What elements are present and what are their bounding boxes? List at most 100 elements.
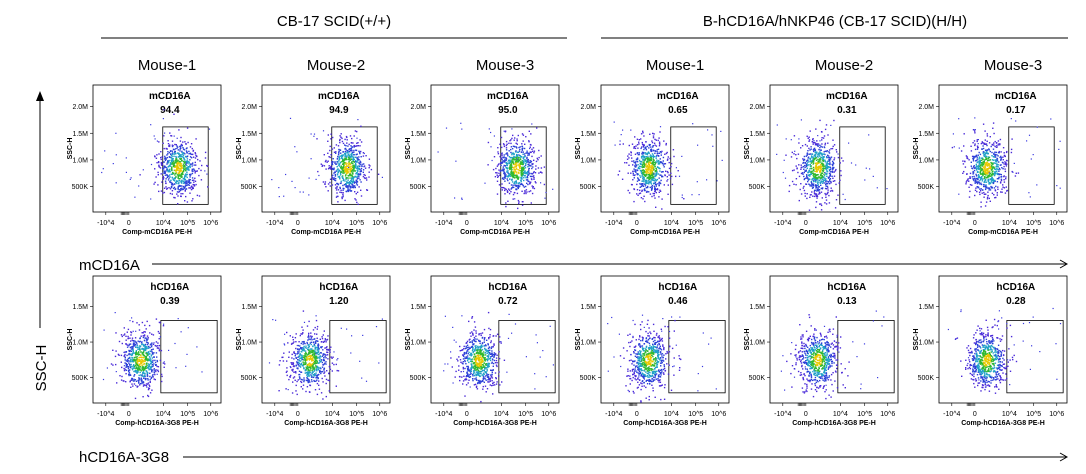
event-dot bbox=[500, 162, 503, 164]
event-dot bbox=[634, 166, 636, 168]
event-dot bbox=[980, 188, 982, 190]
event-dot bbox=[648, 165, 651, 167]
event-dot bbox=[332, 177, 334, 179]
event-dot bbox=[183, 182, 185, 184]
event-dot bbox=[824, 192, 826, 195]
event-dot bbox=[278, 187, 280, 189]
event-dot bbox=[785, 138, 787, 140]
event-dot bbox=[811, 178, 813, 180]
event-dot bbox=[523, 179, 525, 182]
event-dot bbox=[981, 157, 984, 159]
event-dot bbox=[803, 158, 806, 161]
event-dot bbox=[639, 161, 641, 163]
event-dot bbox=[640, 147, 642, 150]
event-dot bbox=[515, 158, 518, 160]
event-dot bbox=[188, 187, 190, 189]
event-dot bbox=[180, 165, 182, 167]
event-dot bbox=[327, 183, 330, 185]
event-dot bbox=[185, 175, 187, 177]
event-dot bbox=[826, 165, 829, 167]
event-dot bbox=[813, 173, 816, 176]
event-dot bbox=[342, 172, 344, 175]
event-dot bbox=[832, 161, 834, 164]
event-dot bbox=[175, 181, 178, 183]
event-dot bbox=[513, 153, 515, 155]
event-dot bbox=[150, 363, 152, 365]
event-dot bbox=[512, 162, 515, 165]
event-dot bbox=[980, 162, 982, 164]
event-dot bbox=[338, 175, 341, 178]
y-tick-label: 2.0M bbox=[241, 104, 257, 111]
event-dot bbox=[514, 170, 516, 172]
event-dot bbox=[642, 185, 645, 187]
event-dot bbox=[360, 141, 363, 143]
event-dot bbox=[515, 174, 518, 177]
event-dot bbox=[163, 361, 165, 363]
y-tick-label: 1.5M bbox=[749, 131, 765, 138]
event-dot bbox=[131, 349, 134, 351]
event-dot bbox=[523, 147, 526, 150]
event-dot bbox=[123, 334, 125, 336]
event-dot bbox=[659, 170, 661, 172]
event-dot bbox=[358, 167, 360, 170]
event-dot bbox=[958, 118, 960, 120]
event-dot bbox=[496, 172, 498, 174]
event-dot bbox=[958, 193, 960, 195]
event-dot bbox=[501, 161, 503, 163]
event-dot bbox=[162, 192, 164, 194]
event-dot bbox=[341, 167, 344, 170]
event-dot bbox=[175, 158, 178, 160]
event-dot bbox=[350, 142, 353, 144]
event-dot bbox=[706, 179, 708, 181]
event-dot bbox=[145, 348, 148, 350]
event-dot bbox=[505, 202, 507, 204]
event-dot bbox=[821, 197, 823, 199]
event-dot bbox=[667, 184, 669, 186]
event-dot bbox=[648, 177, 650, 179]
event-dot bbox=[206, 164, 208, 167]
event-dot bbox=[132, 346, 134, 348]
event-dot bbox=[364, 167, 367, 169]
event-dot bbox=[191, 172, 194, 175]
event-dot bbox=[971, 184, 973, 186]
event-dot bbox=[993, 181, 995, 184]
event-dot bbox=[342, 160, 344, 163]
event-dot bbox=[360, 125, 362, 127]
event-dot bbox=[339, 135, 341, 137]
event-dot bbox=[508, 159, 510, 161]
event-dot bbox=[334, 161, 336, 163]
event-dot bbox=[356, 145, 358, 147]
event-dot bbox=[816, 170, 818, 173]
event-dot bbox=[139, 348, 141, 350]
event-dot bbox=[149, 360, 152, 362]
event-dot bbox=[788, 184, 791, 187]
event-dot bbox=[497, 153, 500, 155]
event-dot bbox=[335, 196, 338, 198]
event-dot bbox=[989, 150, 991, 153]
event-dot bbox=[978, 176, 981, 179]
event-dot bbox=[167, 162, 169, 164]
event-dot bbox=[195, 138, 197, 140]
event-dot bbox=[194, 170, 196, 172]
event-dot bbox=[1003, 154, 1006, 157]
event-dot bbox=[179, 175, 182, 177]
event-dot bbox=[646, 165, 649, 167]
event-dot bbox=[518, 172, 520, 175]
event-dot bbox=[139, 337, 141, 339]
event-dot bbox=[995, 156, 997, 158]
event-dot bbox=[807, 150, 809, 152]
event-dot bbox=[834, 170, 837, 172]
event-dot bbox=[518, 154, 520, 156]
event-dot bbox=[174, 169, 176, 171]
event-dot bbox=[526, 159, 528, 161]
event-dot bbox=[149, 379, 151, 381]
event-dot bbox=[153, 356, 155, 358]
event-dot bbox=[698, 194, 700, 196]
event-dot bbox=[626, 162, 628, 164]
event-dot bbox=[660, 152, 662, 154]
event-dot bbox=[146, 353, 148, 355]
event-dot bbox=[996, 165, 998, 168]
event-dot bbox=[511, 162, 513, 164]
event-dot bbox=[181, 166, 183, 169]
event-dot bbox=[328, 165, 330, 167]
